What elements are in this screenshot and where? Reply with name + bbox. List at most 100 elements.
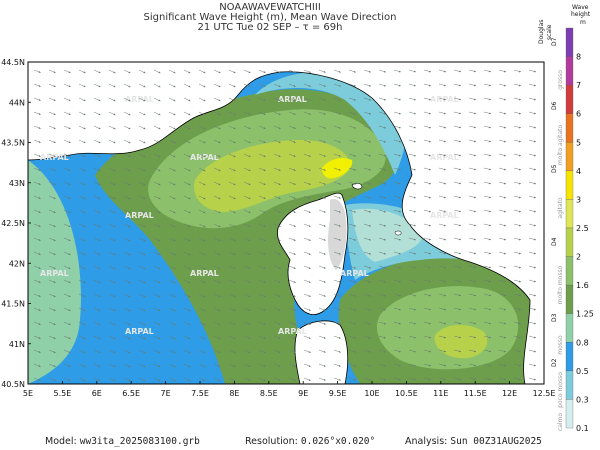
direction-arrow bbox=[63, 251, 71, 256]
direction-arrow bbox=[348, 335, 357, 339]
direction-arrow bbox=[453, 307, 462, 311]
direction-arrow bbox=[288, 111, 296, 115]
direction-arrow bbox=[78, 139, 86, 144]
direction-arrow bbox=[153, 377, 161, 382]
direction-arrow bbox=[408, 321, 417, 325]
direction-arrow bbox=[348, 209, 357, 213]
direction-arrow bbox=[378, 321, 387, 325]
direction-arrow bbox=[153, 167, 161, 172]
direction-arrow bbox=[108, 125, 116, 130]
legend-unit: m bbox=[580, 19, 586, 26]
direction-arrow bbox=[198, 335, 206, 340]
direction-arrow bbox=[273, 349, 281, 353]
direction-arrow bbox=[288, 237, 296, 241]
direction-arrow bbox=[273, 83, 281, 87]
direction-arrow bbox=[168, 223, 176, 228]
lat-tick-label: 44N bbox=[9, 98, 25, 107]
direction-arrow bbox=[408, 307, 417, 311]
direction-arrow bbox=[183, 279, 191, 284]
direction-arrow bbox=[408, 195, 417, 199]
direction-arrow bbox=[483, 363, 492, 367]
direction-arrow bbox=[153, 251, 161, 256]
direction-arrow bbox=[183, 265, 191, 270]
direction-arrow bbox=[228, 111, 236, 116]
direction-arrow bbox=[273, 307, 281, 311]
direction-arrow bbox=[63, 83, 71, 88]
lon-tick-label: 11.5E bbox=[464, 389, 487, 398]
legend-color-swatch bbox=[565, 27, 574, 57]
direction-arrow bbox=[333, 209, 341, 213]
direction-arrow bbox=[303, 125, 311, 129]
direction-arrow bbox=[228, 363, 236, 368]
direction-arrow bbox=[93, 307, 101, 312]
direction-arrow bbox=[318, 363, 326, 367]
direction-arrow bbox=[78, 293, 86, 298]
direction-arrow bbox=[498, 195, 507, 199]
direction-arrow bbox=[393, 139, 402, 143]
direction-arrow bbox=[213, 209, 221, 214]
direction-arrow bbox=[528, 251, 537, 255]
direction-arrow bbox=[153, 363, 161, 368]
direction-arrow bbox=[108, 321, 116, 326]
direction-arrow bbox=[393, 307, 402, 311]
direction-arrow bbox=[378, 237, 387, 241]
direction-arrow bbox=[438, 181, 447, 185]
direction-arrow bbox=[213, 69, 221, 74]
direction-arrow bbox=[438, 139, 447, 143]
direction-arrow bbox=[408, 335, 417, 339]
direction-arrow bbox=[288, 181, 296, 185]
direction-arrow bbox=[273, 195, 281, 199]
direction-arrow bbox=[378, 363, 387, 367]
direction-arrow bbox=[528, 195, 537, 199]
direction-arrow bbox=[483, 335, 492, 339]
direction-arrow bbox=[78, 321, 86, 326]
direction-arrow bbox=[498, 307, 507, 311]
direction-arrow bbox=[228, 167, 236, 172]
direction-arrow bbox=[123, 321, 131, 326]
direction-arrow bbox=[423, 279, 432, 283]
direction-arrow bbox=[108, 83, 116, 88]
direction-arrow bbox=[468, 349, 477, 353]
direction-arrow bbox=[483, 69, 492, 73]
direction-arrow bbox=[423, 69, 432, 73]
direction-arrow bbox=[468, 293, 477, 297]
direction-arrow bbox=[78, 153, 86, 158]
direction-arrow bbox=[363, 321, 372, 325]
direction-arrow bbox=[48, 265, 56, 269]
direction-arrow bbox=[513, 69, 522, 73]
direction-arrow bbox=[63, 335, 71, 340]
legend-value-label: 0.5 bbox=[576, 367, 589, 376]
direction-arrow bbox=[423, 237, 432, 241]
direction-arrow bbox=[33, 349, 41, 353]
direction-arrow bbox=[198, 181, 206, 186]
direction-arrow bbox=[453, 237, 462, 241]
direction-arrow bbox=[318, 139, 326, 143]
direction-arrow bbox=[393, 349, 402, 353]
direction-arrow bbox=[153, 125, 161, 130]
direction-arrow bbox=[63, 349, 71, 354]
douglas-level-label: D5 bbox=[551, 164, 558, 173]
direction-arrow bbox=[288, 279, 296, 283]
direction-arrow bbox=[93, 111, 101, 116]
direction-arrow bbox=[408, 237, 417, 241]
sea-region-west bbox=[28, 160, 81, 384]
direction-arrow bbox=[33, 237, 41, 241]
direction-arrow bbox=[288, 377, 296, 381]
direction-arrow bbox=[438, 153, 447, 157]
direction-arrow bbox=[408, 223, 417, 227]
direction-arrow bbox=[483, 251, 492, 255]
direction-arrow bbox=[333, 293, 341, 297]
lon-tick-label: 10.5E bbox=[395, 389, 418, 398]
direction-arrow bbox=[333, 377, 341, 381]
direction-arrow bbox=[393, 223, 402, 227]
direction-arrow bbox=[33, 363, 41, 367]
direction-arrow bbox=[408, 349, 417, 353]
direction-arrow bbox=[333, 167, 341, 171]
direction-arrow bbox=[528, 69, 537, 73]
land-giglio bbox=[394, 230, 402, 236]
direction-arrow bbox=[438, 335, 447, 339]
direction-arrow bbox=[468, 223, 477, 227]
direction-arrow bbox=[243, 111, 251, 116]
footer-model-value: ww3ita_2025083100.grb bbox=[79, 436, 200, 447]
